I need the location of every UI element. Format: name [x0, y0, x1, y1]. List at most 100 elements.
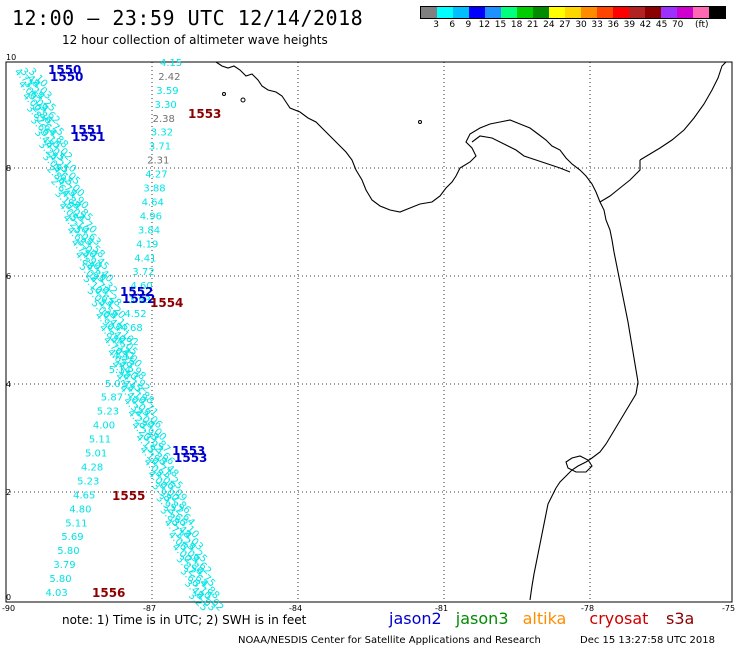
wave-height-value: 3.30: [155, 100, 177, 111]
pass-label-1552: 1552: [120, 285, 153, 299]
wave-height-value: 4.96: [140, 211, 162, 222]
colorbar-label: (ft): [695, 20, 709, 30]
wave-height-value: 3.84: [138, 225, 160, 236]
wave-height-value: 5.23: [97, 407, 119, 418]
colorbar-swatch: [437, 7, 453, 18]
colorbar-label: 36: [607, 20, 619, 30]
colorbar-swatch: [549, 7, 565, 18]
wave-height-value: 4.32: [117, 337, 139, 348]
wave-height-value: 5.11: [89, 435, 111, 446]
colorbar-swatch: [501, 7, 517, 18]
colorbar-swatch: [645, 7, 661, 18]
pass-label-1550-b: 1550: [50, 70, 83, 84]
footer-note: note: 1) Time is in UTC; 2) SWH is in fe…: [62, 613, 307, 627]
wave-height-value: 3.88: [143, 184, 165, 195]
colorbar-label: 33: [591, 20, 603, 30]
wave-height-value: 4.27: [145, 170, 167, 181]
pass-labels: 1550 1550 1551 1551 1553 1552 1552 1554 …: [48, 63, 221, 600]
wave-height-value: 4.03: [46, 588, 68, 599]
wave-height-colorbar: [420, 6, 726, 19]
colorbar-swatch: [485, 7, 501, 18]
map-subtitle: 12 hour collection of altimeter wave hei…: [62, 33, 328, 47]
lat-tick-6: 6: [6, 272, 11, 281]
colorbar-label: 42: [639, 20, 652, 30]
lon-tick-75: -75: [722, 604, 735, 613]
satellite-legend-cryosat: cryosat: [589, 609, 649, 628]
colorbar-swatch: [677, 7, 693, 18]
wave-height-value: 2.31: [147, 156, 169, 167]
colorbar-labels: 3 6 9 12 15 18 21 24 27 30 33 36 39 42 45 70 (ft): [420, 20, 726, 32]
colorbar-label: 39: [623, 20, 636, 30]
generation-timestamp: Dec 15 13:27:58 UTC 2018: [580, 635, 715, 646]
lon-tick-87: -87: [143, 604, 156, 613]
wave-height-value: 5.69: [61, 532, 83, 543]
wave-height-value: 4.15: [160, 58, 182, 69]
colorbar-swatch: [533, 7, 549, 18]
colorbar-swatch: [597, 7, 613, 18]
wave-height-value: 4.42: [113, 351, 135, 362]
wave-height-value: 4.68: [121, 323, 143, 334]
colorbar-label: 30: [575, 20, 587, 30]
colorbar-label: 9: [465, 20, 472, 30]
lon-tick-90: -90: [2, 604, 15, 613]
pass-label-1554: 1554: [150, 296, 183, 310]
colorbar-label: 12: [478, 20, 491, 30]
wave-height-value: 5.23: [77, 476, 99, 487]
colorbar-swatch: [517, 7, 533, 18]
pass-label-1553: 1553: [172, 444, 205, 458]
wave-height-value: 5.11: [65, 518, 87, 529]
colorbar-swatch: [565, 7, 581, 18]
pass-label-1552-b: 1552: [122, 292, 155, 306]
colorbar-label: 24: [543, 20, 555, 30]
colorbar-swatch: [581, 7, 597, 18]
pass-label-1555: 1555: [112, 489, 145, 503]
lat-tick-8: 8: [6, 164, 11, 173]
map-frame: [5, 61, 733, 603]
lat-tick-0: 0: [6, 593, 11, 602]
latitude-tick-labels: 10 8 6 4 2 0: [6, 53, 16, 602]
wave-height-value: 5.87: [101, 393, 123, 404]
longitude-tick-labels: -90 -87 -84 -81 -78 -75: [2, 604, 735, 613]
wave-height-value: 3.71: [149, 142, 171, 153]
wave-height-value: 4.65: [73, 490, 95, 501]
credit-line: NOAA/NESDIS Center for Satellite Applica…: [238, 635, 541, 646]
wave-height-value: 2.42: [158, 72, 180, 83]
lon-tick-78: -78: [581, 604, 594, 613]
wave-height-value: 5.01: [105, 379, 127, 390]
pass-label-1550: 1550: [48, 63, 81, 77]
wave-height-value: 4.52: [124, 309, 146, 320]
colorbar-label: 15: [494, 20, 507, 30]
wave-height-value: 4.19: [136, 239, 158, 250]
colorbar-swatch: [421, 7, 437, 18]
colorbar-label: 21: [527, 20, 539, 30]
colorbar-swatch: [709, 7, 725, 18]
lat-tick-2: 2: [6, 488, 11, 497]
colorbar-swatch: [453, 7, 469, 18]
lat-tick-10: 10: [6, 53, 16, 62]
colorbar-swatch: [661, 7, 677, 18]
wave-height-value: 3.93: [129, 295, 151, 306]
pass-label-1553-top: 1553: [188, 107, 221, 121]
pass-label-1551: 1551: [70, 123, 103, 137]
satellite-legend-jason2: jason2: [389, 609, 442, 628]
wave-height-value: 5.01: [85, 449, 107, 460]
wave-height-value: 5.80: [49, 574, 71, 585]
wave-height-value: 5.14: [109, 365, 131, 376]
colorbar-swatch: [613, 7, 629, 18]
wave-height-value: 3.59: [156, 86, 178, 97]
colorbar-swatch: [693, 7, 709, 18]
wave-height-value: 4.80: [69, 504, 91, 515]
lat-lon-grid: [6, 62, 732, 602]
wave-height-value: 4.28: [81, 463, 103, 474]
wave-height-values: 4.15 2.42 3.59 3.30 2.38 3.32 3.71 2.31 4.27 3.88…: [46, 58, 183, 599]
lon-tick-84: -84: [289, 604, 302, 613]
colorbar-label: 27: [559, 20, 571, 30]
wave-height-value: 3.79: [53, 560, 75, 571]
wave-height-value: 2.38: [153, 114, 175, 125]
colorbar-label: 6: [449, 20, 456, 30]
pass-label-1553-b: 1553: [174, 451, 207, 465]
map-title: 12:00 – 23:59 UTC 12/14/2018: [12, 6, 364, 30]
colorbar-swatch: [629, 7, 645, 18]
colorbar-label: 3: [433, 20, 439, 30]
